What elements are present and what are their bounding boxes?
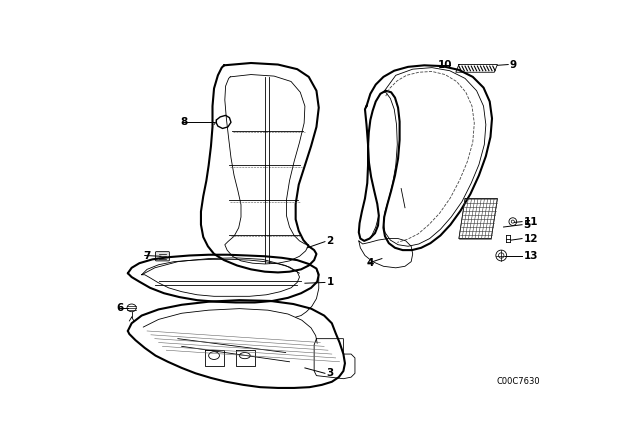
Text: 13: 13 xyxy=(524,250,538,260)
Text: 8: 8 xyxy=(180,116,188,126)
Text: 11: 11 xyxy=(524,217,538,227)
Text: 10: 10 xyxy=(437,60,452,69)
Text: 7: 7 xyxy=(143,250,150,260)
Text: 2: 2 xyxy=(326,236,333,246)
Text: C00C7630: C00C7630 xyxy=(496,377,540,386)
Text: 12: 12 xyxy=(524,233,538,244)
Text: 3: 3 xyxy=(326,368,333,378)
FancyBboxPatch shape xyxy=(156,252,170,261)
Text: 9: 9 xyxy=(509,60,517,69)
Text: 1: 1 xyxy=(326,277,333,288)
Text: 4: 4 xyxy=(367,258,374,268)
Text: 5: 5 xyxy=(524,220,531,230)
Text: 6: 6 xyxy=(116,303,124,313)
